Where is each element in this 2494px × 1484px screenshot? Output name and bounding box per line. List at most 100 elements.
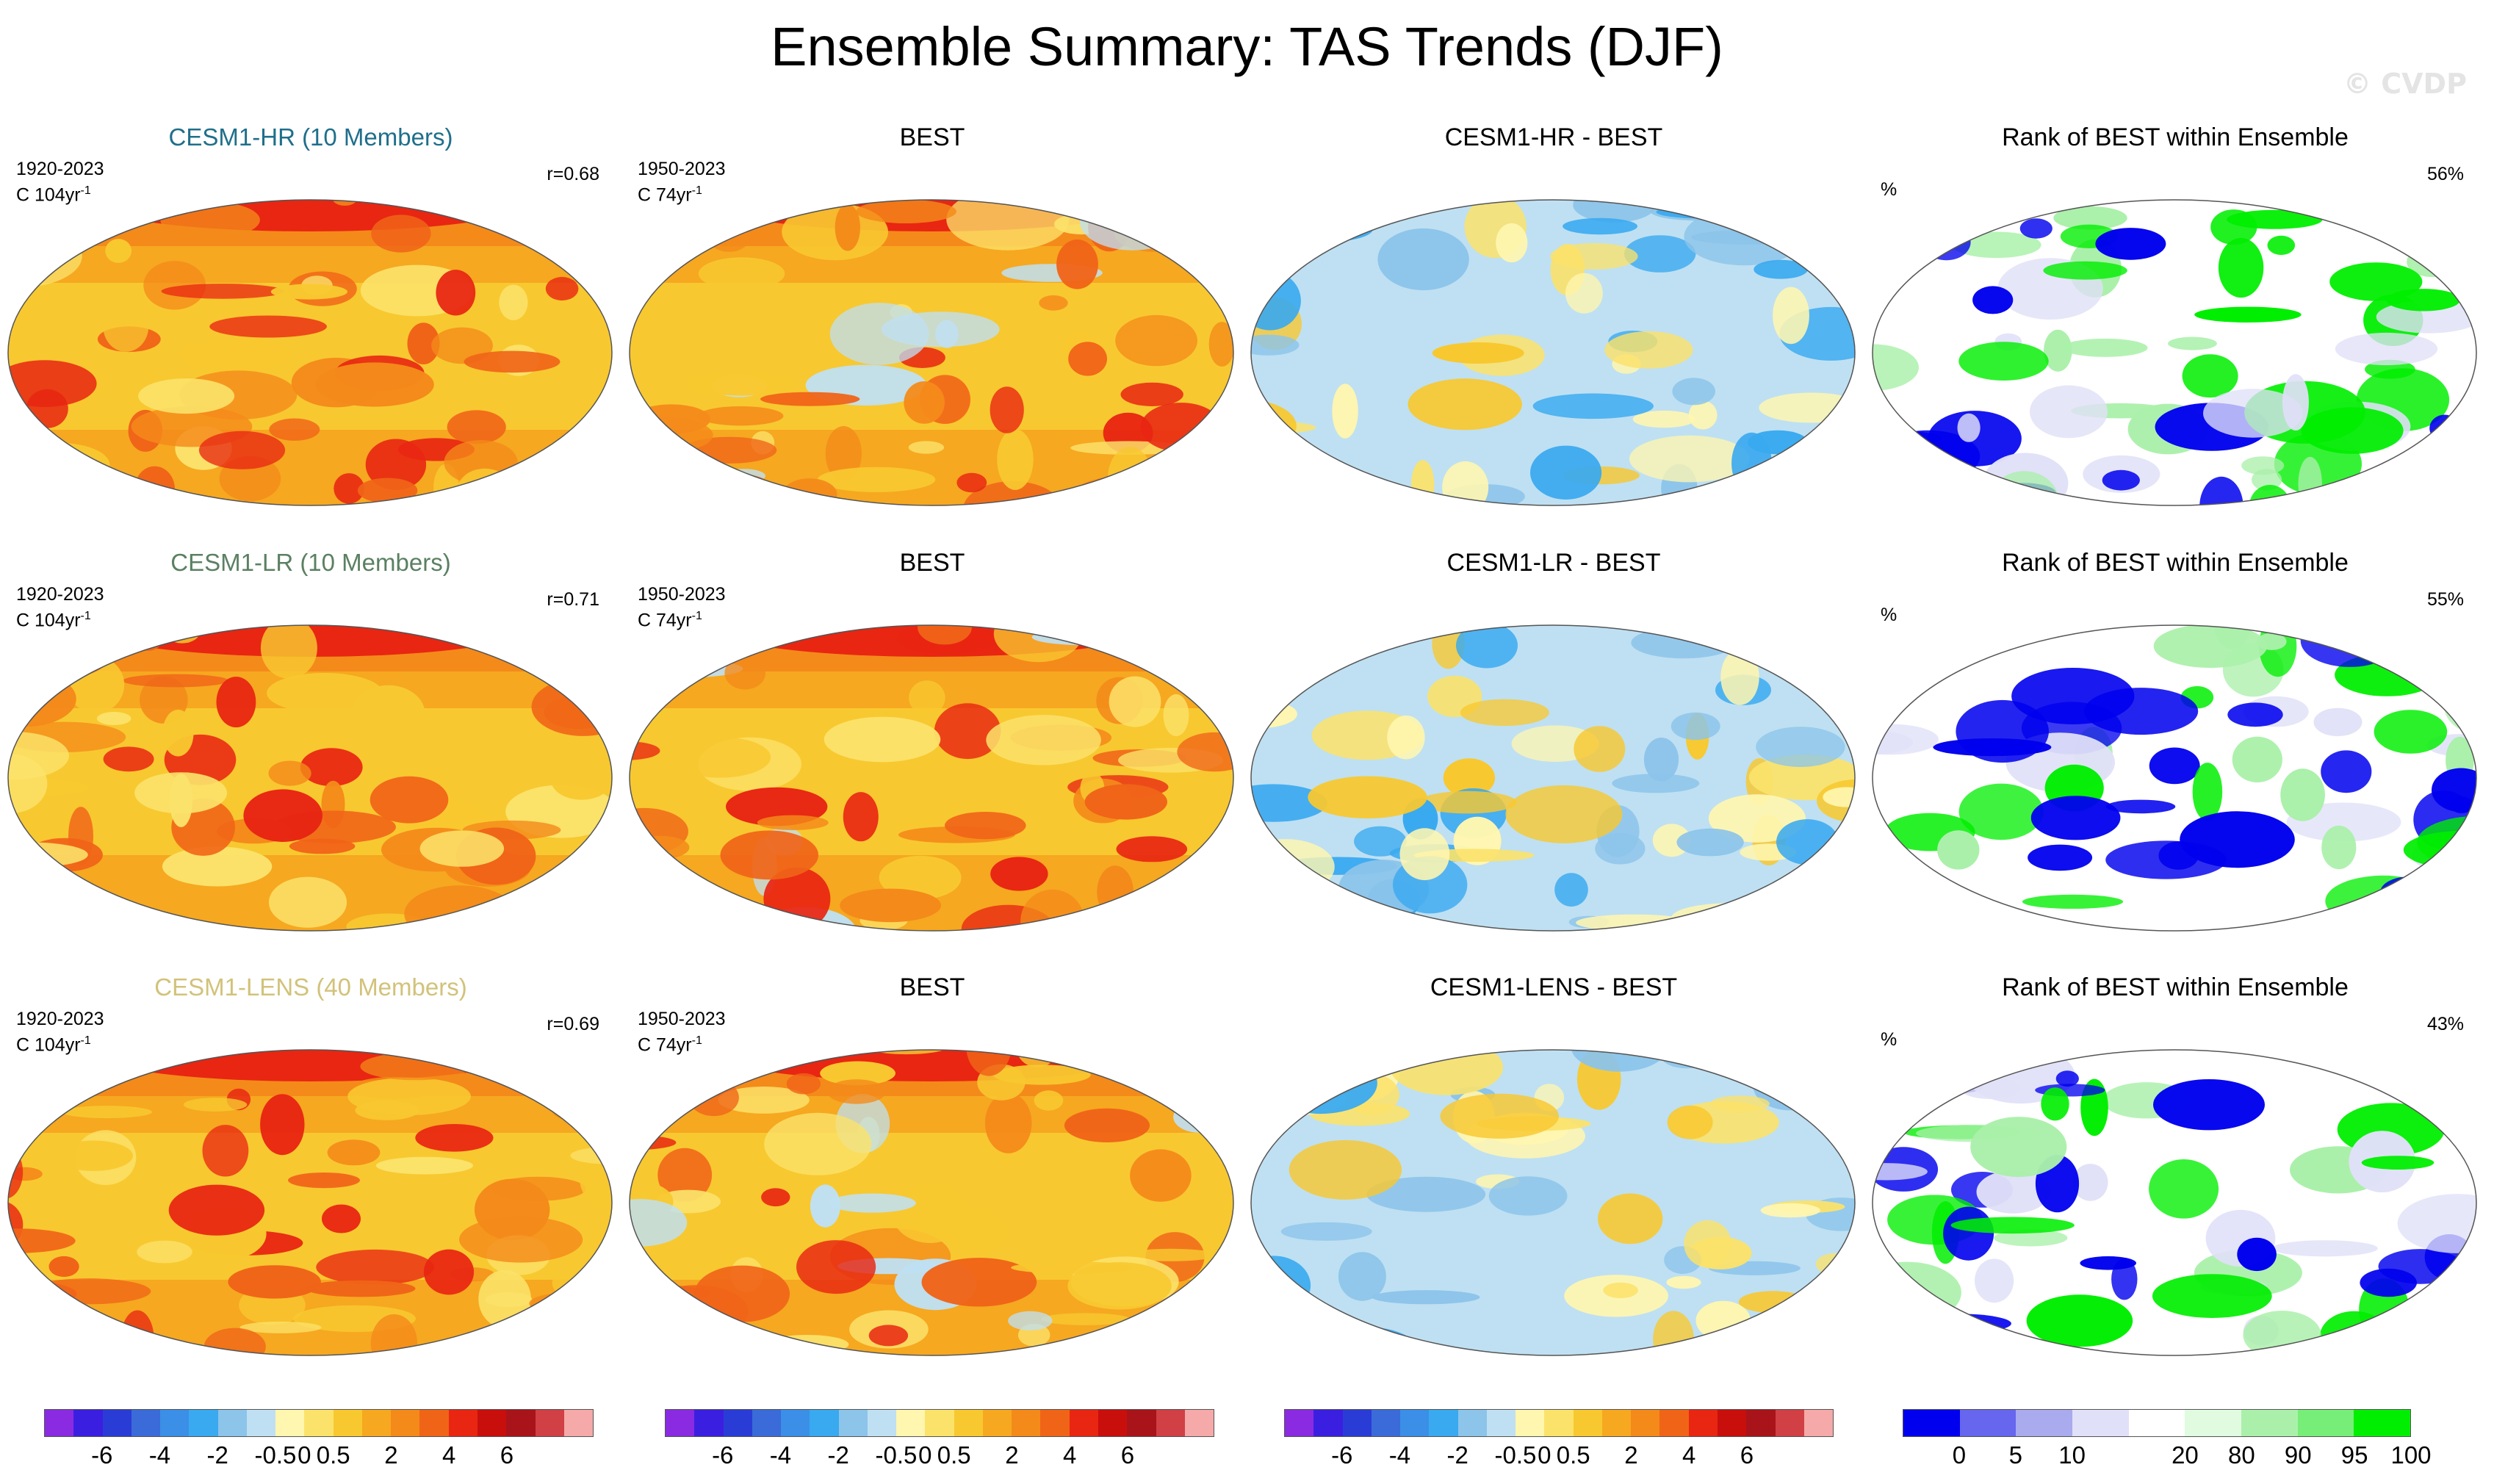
colorbar-swatch <box>419 1410 449 1436</box>
colorbar-tick-label: 0 <box>1538 1441 1551 1469</box>
colorbar-swatch <box>838 1410 868 1436</box>
map-rank-row2 <box>1872 624 2477 932</box>
colorbar-swatch <box>275 1410 305 1436</box>
colorbar-rank: 0 5 10 20 80 90 95 100 <box>1903 1409 2432 1471</box>
colorbar-tick-label: 2 <box>1005 1441 1019 1469</box>
period-label: 1920-2023 <box>16 584 104 605</box>
map-diff-row1 <box>1250 199 1856 506</box>
units-label: C 74yr <box>638 1034 692 1056</box>
map-field <box>1873 625 2476 931</box>
panel-obs-row1: BEST 1950-2023 C 74yr-1 <box>621 121 1243 547</box>
colorbar-swatch <box>954 1410 983 1436</box>
colorbar-swatch <box>1313 1410 1343 1436</box>
panel-diff-row3: CESM1-LENS - BEST <box>1243 971 1864 1397</box>
units-exponent: -1 <box>691 184 702 197</box>
pattern-correlation: r=0.69 <box>547 1014 599 1034</box>
colorbar-swatch <box>1775 1410 1804 1436</box>
colorbar-swatch <box>666 1410 695 1436</box>
colorbar-swatch <box>1098 1410 1128 1436</box>
rank-percentage: 43% <box>2426 1014 2464 1034</box>
colorbar-swatch <box>1717 1410 1747 1436</box>
trend-period-units: 1950-2023 C 74yr-1 <box>638 1008 726 1056</box>
colorbar-swatch <box>2128 1410 2185 1436</box>
map-outline <box>629 624 1234 932</box>
trend-period-units: 1950-2023 C 74yr-1 <box>638 158 726 206</box>
map-diff-row2 <box>1250 624 1856 932</box>
map-ensemble-row1 <box>7 199 613 506</box>
panel-rank-row1: Rank of BEST within Ensemble % 56% <box>1864 121 2486 547</box>
units-label: C 74yr <box>638 184 692 206</box>
colorbar-swatch <box>867 1410 897 1436</box>
obs-title: BEST <box>899 973 965 1001</box>
colorbar-swatch <box>1342 1410 1372 1436</box>
panel-obs-row2: BEST 1950-2023 C 74yr-1 <box>621 547 1243 973</box>
colorbar-swatch <box>563 1410 594 1436</box>
colorbar-tick-label: 2 <box>1624 1441 1638 1469</box>
units-label: C 104yr <box>16 184 81 206</box>
map-field <box>1251 625 1855 931</box>
colorbar-swatch <box>1400 1410 1430 1436</box>
colorbar-tick-label: 5 <box>2008 1441 2022 1469</box>
colorbar-tick-label: 95 <box>2340 1441 2368 1469</box>
colorbar-swatch <box>1803 1410 1834 1436</box>
trend-period-units: 1920-2023 C 104yr-1 <box>16 158 104 206</box>
colorbar-swatch <box>2297 1410 2354 1436</box>
colorbar-swatch <box>2072 1410 2129 1436</box>
colorbar-swatch <box>1069 1410 1098 1436</box>
colorbar-tick-label: 90 <box>2284 1441 2312 1469</box>
colorbar-tick-label: 0.5 <box>937 1441 971 1469</box>
colorbar-tick-label: 0 <box>298 1441 311 1469</box>
map-outline <box>7 199 613 506</box>
units-exponent: -1 <box>691 610 702 622</box>
period-label: 1920-2023 <box>16 159 104 179</box>
colorbar-tick-label: 6 <box>1120 1441 1135 1469</box>
rank-percentage: 55% <box>2426 589 2464 610</box>
colorbar-tick-label: 4 <box>1062 1441 1077 1469</box>
colorbar-swatch <box>391 1410 420 1436</box>
colorbar-swatch <box>1285 1410 1314 1436</box>
colorbar-swatch <box>1486 1410 1516 1436</box>
colorbar-tick-label: 0 <box>1952 1441 1967 1469</box>
colorbar-swatch <box>73 1410 103 1436</box>
colorbar-tick-label: 0.5 <box>1556 1441 1590 1469</box>
colorbar-swatch <box>810 1410 839 1436</box>
map-ensemble-row2 <box>7 624 613 932</box>
colorbar-swatch <box>1515 1410 1545 1436</box>
period-label: 1950-2023 <box>638 1009 726 1029</box>
colorbar-tick-label: -2 <box>206 1441 228 1469</box>
colorbar-swatch <box>1659 1410 1689 1436</box>
colorbar-tick-label: -2 <box>827 1441 849 1469</box>
colorbar-swatch <box>1127 1410 1156 1436</box>
rank-title: Rank of BEST within Ensemble <box>2002 549 2349 577</box>
panel-ensemble-row2: CESM1-LR (10 Members) 1920-2023 C 104yr-1… <box>0 547 621 973</box>
map-outline <box>7 1049 613 1356</box>
units-exponent: -1 <box>80 610 91 622</box>
rank-unit: % <box>1881 605 1897 625</box>
colorbar-labels: -6 -4 -2 -0.5 0 0.5 2 4 6 <box>44 1437 594 1471</box>
colorbar-tick-label: 10 <box>2058 1441 2086 1469</box>
panel-diff-row2: CESM1-LR - BEST <box>1243 547 1864 973</box>
colorbar-swatch <box>361 1410 392 1436</box>
diff-title: CESM1-LR - BEST <box>1446 549 1661 577</box>
colorbar-tick-label: 6 <box>1740 1441 1754 1469</box>
map-outline <box>1250 199 1856 506</box>
colorbar-swatch <box>246 1410 276 1436</box>
colorbar-tick-label: -4 <box>1388 1441 1411 1469</box>
colorbar-tick-label: -0.5 <box>254 1441 297 1469</box>
colorbar-swatch <box>1601 1410 1632 1436</box>
main-title: Ensemble Summary: TAS Trends (DJF) <box>771 16 1723 77</box>
obs-title: BEST <box>899 123 965 151</box>
cvdp-watermark: © CVDP <box>2343 68 2467 100</box>
trend-period-units: 1920-2023 C 104yr-1 <box>16 1008 104 1056</box>
pattern-correlation: r=0.71 <box>547 589 599 610</box>
map-field <box>1873 1050 2476 1355</box>
colorbar-swatches <box>1903 1409 2411 1437</box>
colorbar-swatch <box>217 1410 247 1436</box>
units-exponent: -1 <box>691 1034 702 1047</box>
units-label: C 104yr <box>16 610 81 631</box>
colorbar-tick-label: -2 <box>1446 1441 1468 1469</box>
panel-ensemble-row3: CESM1-LENS (40 Members) 1920-2023 C 104yr… <box>0 971 621 1397</box>
colorbar-swatch <box>304 1410 334 1436</box>
obs-title: BEST <box>899 549 965 577</box>
map-ensemble-row3 <box>7 1049 613 1356</box>
